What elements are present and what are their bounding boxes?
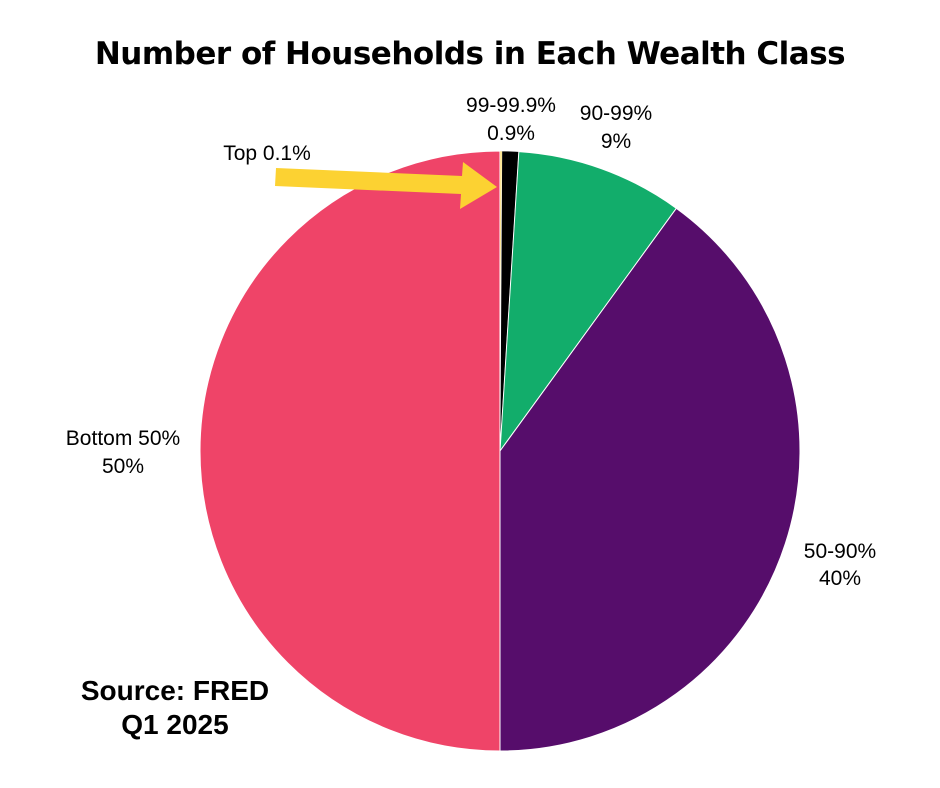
- slice-label-50-90-name: 50-90%: [804, 540, 876, 563]
- pie-slices: [199, 150, 801, 752]
- slice-label-99-99-9-value: 0.9%: [487, 122, 535, 145]
- source-note: Source: FRED Q1 2025: [60, 674, 290, 742]
- slice-label-90-99-name: 90-99%: [580, 102, 652, 125]
- slice-label-50-90-value: 40%: [819, 567, 861, 590]
- arrow-icon: [275, 162, 497, 209]
- annotation-arrow: [275, 162, 497, 209]
- slice-label-bottom-50-value: 50%: [102, 455, 144, 478]
- source-date: Q1 2025: [121, 709, 229, 740]
- source-line: Source: FRED: [80, 675, 270, 706]
- chart-title: Number of Households in Each Wealth Clas…: [94, 36, 846, 72]
- pie-slice-50-90: [499, 207, 801, 752]
- pie-slice-bottom-50: [199, 150, 501, 752]
- annotation-label: Top 0.1%: [223, 142, 311, 165]
- slice-label-bottom-50-name: Bottom 50%: [66, 427, 180, 450]
- slice-label-99-99-9-name: 99-99.9%: [466, 94, 556, 117]
- pie-slice-90-99: [499, 151, 678, 453]
- slice-label-90-99-value: 9%: [601, 130, 631, 153]
